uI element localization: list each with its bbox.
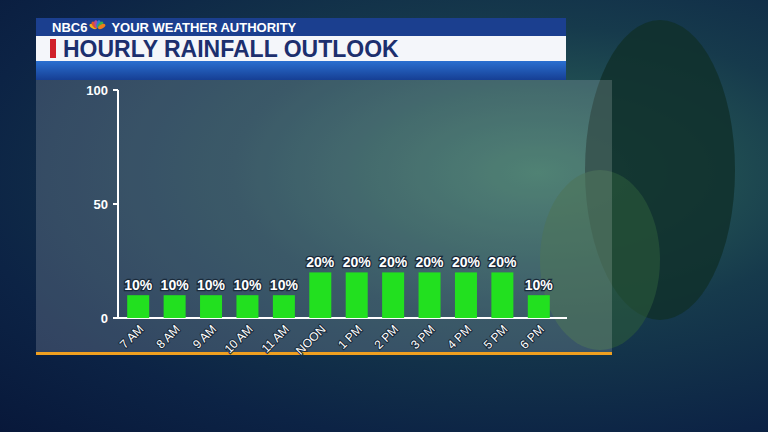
bars [127, 272, 550, 318]
data-label: 20% [416, 254, 445, 270]
x-tick-label: 1 PM [335, 322, 365, 352]
bar [200, 295, 222, 318]
bar [455, 272, 477, 318]
bar [382, 272, 404, 318]
title: HOURLY RAINFALL OUTLOOK [63, 36, 399, 62]
data-label: 10% [233, 277, 262, 293]
panel [36, 80, 612, 354]
title-underband [36, 61, 566, 80]
y-tick [113, 89, 118, 91]
tagline: YOUR WEATHER AUTHORITY [111, 20, 296, 35]
x-tick-label: NOON [293, 322, 328, 357]
title-band [36, 36, 566, 61]
brand: NBC6 [52, 20, 87, 35]
bar [236, 295, 258, 318]
x-tick-label: 2 PM [372, 322, 402, 352]
title-marker [50, 39, 56, 58]
bar [309, 272, 331, 318]
bar [164, 295, 186, 318]
bar [273, 295, 295, 318]
logo [97, 23, 106, 30]
data-label: 10% [270, 277, 299, 293]
y-tick [113, 203, 118, 205]
data-label: 10% [124, 277, 153, 293]
chart: NBC6 YOUR WEATHER AUTHORITYHOURLY RAINFAL… [0, 0, 768, 432]
y-tick-label: 50 [94, 197, 108, 212]
x-tick-label: 11 AM [259, 322, 292, 355]
x-tick-label: 6 PM [517, 322, 547, 352]
x-tick-label: 10 AM [222, 322, 256, 356]
x-tick-label: 8 AM [154, 322, 183, 351]
x-tick-label: 7 AM [117, 322, 146, 351]
x-tick-label: 5 PM [481, 322, 511, 352]
bar [528, 295, 550, 318]
data-label: 20% [379, 254, 408, 270]
bar [491, 272, 513, 318]
x-tick-label: 4 PM [444, 322, 474, 352]
data-label: 20% [306, 254, 335, 270]
y-tick [113, 317, 118, 319]
y-tick-label: 0 [101, 311, 108, 326]
panel-edge [36, 352, 612, 355]
x-tick-label: 3 PM [408, 322, 438, 352]
data-label: 20% [452, 254, 481, 270]
data-label: 20% [343, 254, 372, 270]
x-tick-label: 9 AM [190, 322, 219, 351]
y-tick-label: 100 [86, 83, 108, 98]
bar [127, 295, 149, 318]
bar [419, 272, 441, 318]
bar [346, 272, 368, 318]
data-label: 10% [161, 277, 190, 293]
data-label: 10% [525, 277, 554, 293]
header-strip [36, 18, 566, 36]
data-label: 10% [197, 277, 226, 293]
data-label: 20% [488, 254, 517, 270]
